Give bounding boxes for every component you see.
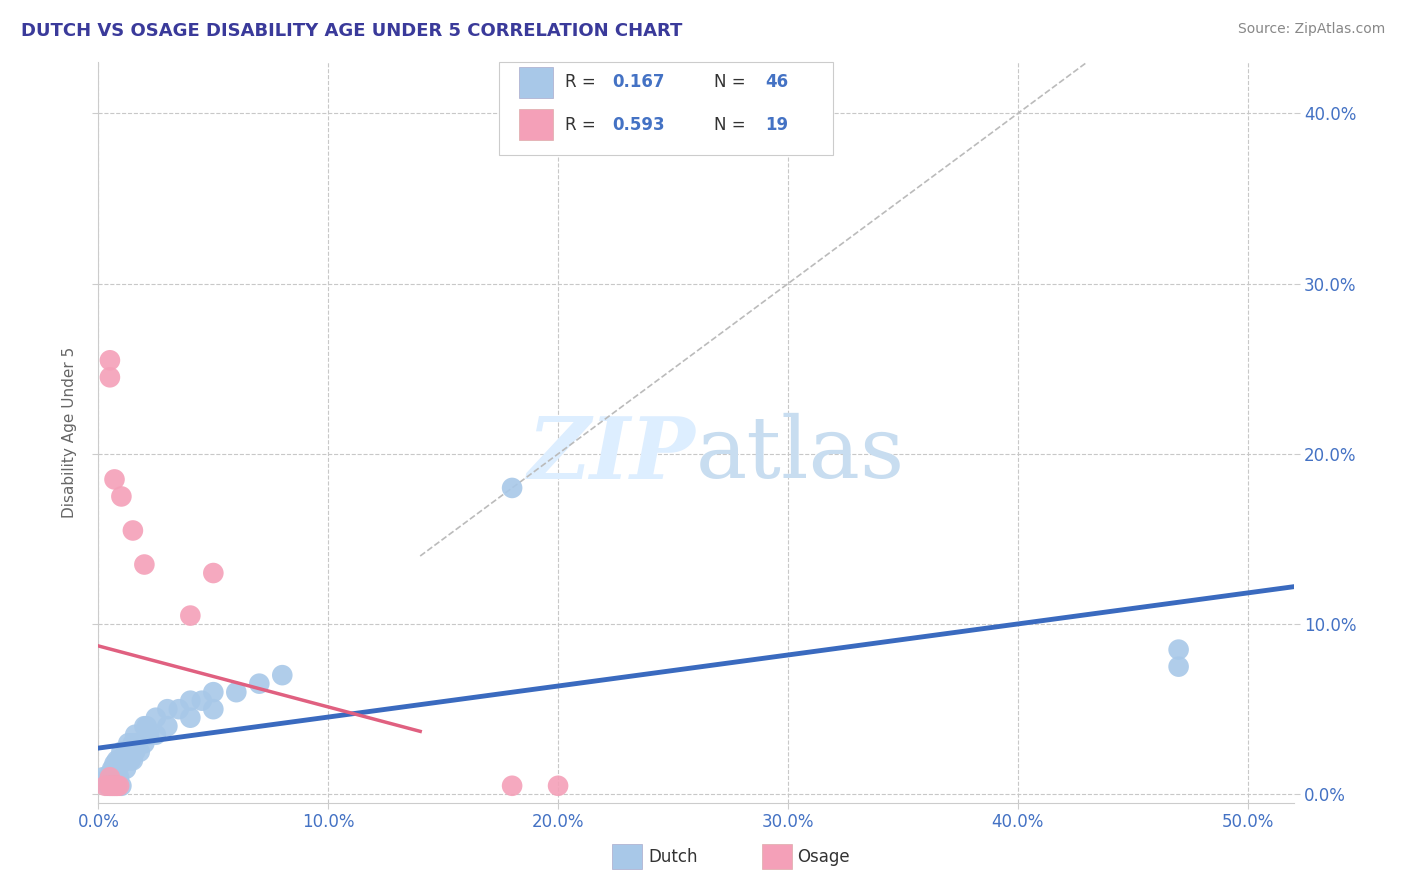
Point <box>145 728 167 742</box>
Point <box>122 524 145 538</box>
Point <box>91 770 114 784</box>
Text: DUTCH VS OSAGE DISABILITY AGE UNDER 5 CORRELATION CHART: DUTCH VS OSAGE DISABILITY AGE UNDER 5 CO… <box>21 22 682 40</box>
Point <box>134 736 156 750</box>
Text: N =: N = <box>714 116 751 134</box>
Text: Dutch: Dutch <box>648 848 697 866</box>
Point <box>271 668 294 682</box>
FancyBboxPatch shape <box>762 844 792 870</box>
Text: 0.593: 0.593 <box>613 116 665 134</box>
FancyBboxPatch shape <box>499 62 834 155</box>
Point <box>97 779 120 793</box>
Point <box>117 736 139 750</box>
Text: N =: N = <box>714 73 751 91</box>
Text: atlas: atlas <box>696 413 905 497</box>
Point <box>110 779 132 793</box>
Text: ZIP: ZIP <box>529 413 696 497</box>
Point <box>134 558 156 572</box>
Point <box>103 756 125 771</box>
Point <box>98 779 121 793</box>
Point <box>101 779 124 793</box>
FancyBboxPatch shape <box>613 844 643 870</box>
Text: Osage: Osage <box>797 848 851 866</box>
Point <box>94 779 117 793</box>
Text: 19: 19 <box>765 116 789 134</box>
Point <box>110 756 132 771</box>
Text: R =: R = <box>565 116 600 134</box>
Point <box>247 676 270 690</box>
Point <box>98 353 121 368</box>
Point <box>105 779 128 793</box>
Point <box>122 753 145 767</box>
Point <box>156 702 179 716</box>
Point <box>105 779 128 793</box>
Point <box>120 753 142 767</box>
FancyBboxPatch shape <box>519 67 553 97</box>
Point <box>108 770 131 784</box>
Point <box>179 711 201 725</box>
Point <box>179 694 201 708</box>
Point <box>105 753 128 767</box>
Point <box>202 702 225 716</box>
Point <box>115 745 138 759</box>
Point <box>1167 642 1189 657</box>
Point <box>127 736 149 750</box>
Point <box>124 728 146 742</box>
Y-axis label: Disability Age Under 5: Disability Age Under 5 <box>62 347 77 518</box>
Point <box>191 694 214 708</box>
Point <box>134 719 156 733</box>
Point <box>128 745 150 759</box>
Point <box>547 779 569 793</box>
Point <box>98 767 121 781</box>
Point <box>103 779 125 793</box>
Point <box>156 719 179 733</box>
Point <box>103 779 125 793</box>
Point <box>145 711 167 725</box>
Point <box>110 745 132 759</box>
Text: 0.167: 0.167 <box>613 73 665 91</box>
Point <box>105 762 128 776</box>
Point <box>1167 659 1189 673</box>
Point <box>101 762 124 776</box>
Point <box>138 728 160 742</box>
Point <box>98 370 121 384</box>
Point <box>94 773 117 788</box>
Text: Source: ZipAtlas.com: Source: ZipAtlas.com <box>1237 22 1385 37</box>
Point <box>110 490 132 504</box>
Point <box>98 779 121 793</box>
Point <box>124 745 146 759</box>
Point <box>108 753 131 767</box>
Point <box>101 779 124 793</box>
Point <box>103 472 125 486</box>
Point <box>225 685 247 699</box>
Point <box>108 779 131 793</box>
FancyBboxPatch shape <box>519 109 553 140</box>
Text: R =: R = <box>565 73 600 91</box>
Point <box>167 702 190 716</box>
Point <box>501 779 523 793</box>
Point <box>202 566 225 580</box>
Text: 46: 46 <box>765 73 789 91</box>
Point <box>202 685 225 699</box>
Point <box>179 608 201 623</box>
Point <box>98 770 121 784</box>
Point <box>135 719 157 733</box>
Point <box>115 762 138 776</box>
Point <box>103 770 125 784</box>
Point <box>122 736 145 750</box>
Point <box>501 481 523 495</box>
